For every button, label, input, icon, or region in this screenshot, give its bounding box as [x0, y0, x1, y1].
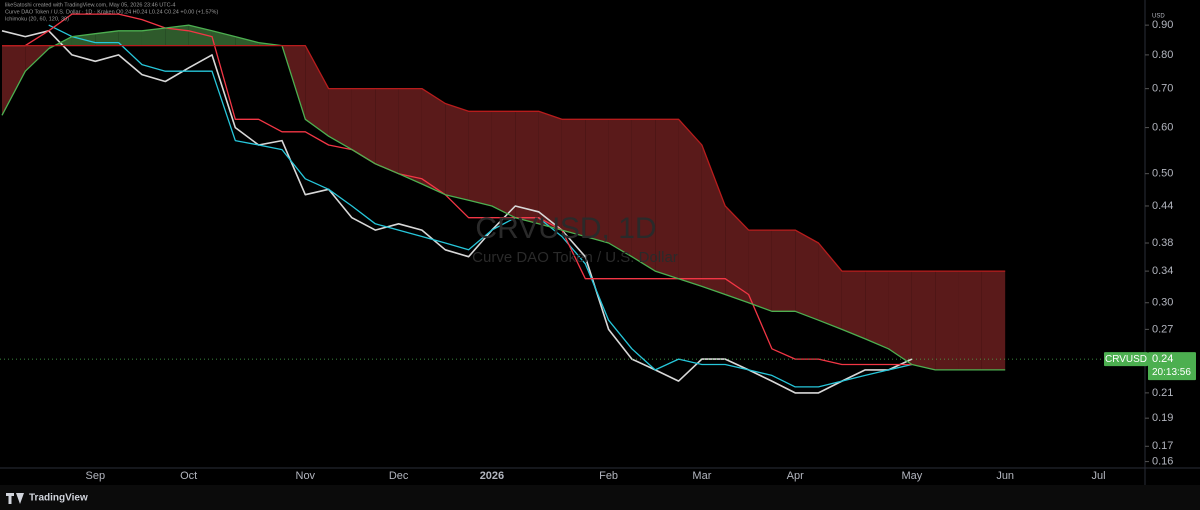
y-tick-label: 0.70: [1152, 83, 1173, 95]
x-tick-label: 2026: [480, 470, 504, 482]
cloud-segment: [398, 88, 422, 184]
cloud-segment: [491, 111, 516, 218]
y-tick-label: 0.38: [1152, 237, 1173, 249]
last-price: 0.24: [1152, 353, 1173, 365]
watermark: CRVUSD, 1D: [475, 212, 656, 245]
cloud-segment: [678, 119, 702, 287]
y-tick-label: 0.60: [1152, 121, 1173, 133]
cloud-segment: [631, 119, 656, 272]
cloud-segment: [141, 27, 166, 46]
cloud-segment: [655, 119, 679, 279]
y-tick-label: 0.17: [1152, 440, 1173, 452]
cloud-segment: [515, 111, 539, 224]
symbol-label: CRVUSD: [1105, 354, 1147, 365]
cloud-segment: [538, 111, 562, 231]
y-tick-label: 0.50: [1152, 168, 1173, 180]
cloud-segment: [865, 271, 889, 349]
cloud-segment: [725, 205, 749, 303]
x-tick-label: Mar: [692, 470, 711, 482]
cloud-segment: [608, 119, 632, 257]
cloud-segment: [95, 30, 119, 46]
y-tick-label: 0.16: [1152, 456, 1173, 468]
span-b-line: [2, 44, 1006, 272]
cloud-segment: [841, 271, 866, 339]
cloud-segment: [375, 88, 399, 174]
symbol-tag: [1104, 352, 1148, 367]
legend-line: Curve DAO Token / U.S. Dollar · 1D · Kra…: [5, 9, 218, 15]
x-tick-label: May: [901, 470, 922, 482]
x-tick-label: Jun: [996, 470, 1014, 482]
cloud-segment: [305, 45, 329, 137]
cloud-segment: [748, 230, 772, 312]
y-tick-label: 0.21: [1152, 387, 1173, 399]
cloud-segment: [701, 145, 726, 295]
x-tick-label: Jul: [1091, 470, 1105, 482]
cloud-segment: [981, 271, 1006, 370]
cloud-segment: [888, 271, 912, 365]
cloud-segment: [421, 88, 446, 195]
cloud-segment: [351, 88, 376, 164]
cloud-segment: [445, 103, 469, 201]
countdown: 20:13:56: [1152, 367, 1191, 378]
cloud-segment: [328, 88, 352, 150]
price-tag: [1148, 352, 1196, 381]
x-tick-label: Sep: [86, 470, 106, 482]
author-line: likeSatoshi created with TradingView.com…: [5, 2, 176, 8]
y-tick-label: 0.90: [1152, 19, 1173, 31]
cloud-segment: [188, 25, 212, 46]
span-a-line: [1, 24, 1006, 371]
y-tick-label: 0.44: [1152, 200, 1173, 212]
x-tick-label: Feb: [599, 470, 618, 482]
brand-logo: [6, 493, 24, 504]
conversion-line: [48, 24, 913, 388]
y-tick-label: 0.34: [1152, 265, 1173, 277]
cloud-segment: [935, 271, 959, 370]
cloud-segment: [911, 271, 936, 370]
cloud-segment: [795, 230, 819, 321]
y-tick-label: 0.30: [1152, 297, 1173, 309]
x-tick-label: Oct: [180, 470, 197, 482]
x-tick-label: Apr: [787, 470, 804, 482]
cloud-segment: [585, 119, 609, 244]
cloud-segment: [211, 30, 236, 46]
base-line: [2, 13, 912, 366]
x-tick-label: Nov: [296, 470, 316, 482]
brand: TradingView: [29, 493, 88, 504]
y-tick-label: 0.27: [1152, 323, 1173, 335]
cloud-segment: [958, 271, 982, 370]
cloud-segment: [118, 30, 142, 46]
close-line: [1, 30, 913, 394]
cloud-segment: [561, 119, 586, 237]
watermark-subtitle: Curve DAO Token / U.S. Dollar: [472, 249, 678, 266]
footer: [0, 485, 1200, 510]
x-tick-label: Dec: [389, 470, 409, 482]
y-tick-label: 0.80: [1152, 49, 1173, 61]
y-tick-label: 0.19: [1152, 412, 1173, 424]
cloud-segment: [771, 230, 796, 312]
cloud-segment: [235, 36, 259, 46]
cloud-segment: [468, 111, 492, 206]
indicator-line: Ichimoku (20, 60, 120, 30): [5, 16, 69, 22]
currency: USD: [1152, 14, 1165, 20]
cloud-segment: [2, 45, 26, 116]
